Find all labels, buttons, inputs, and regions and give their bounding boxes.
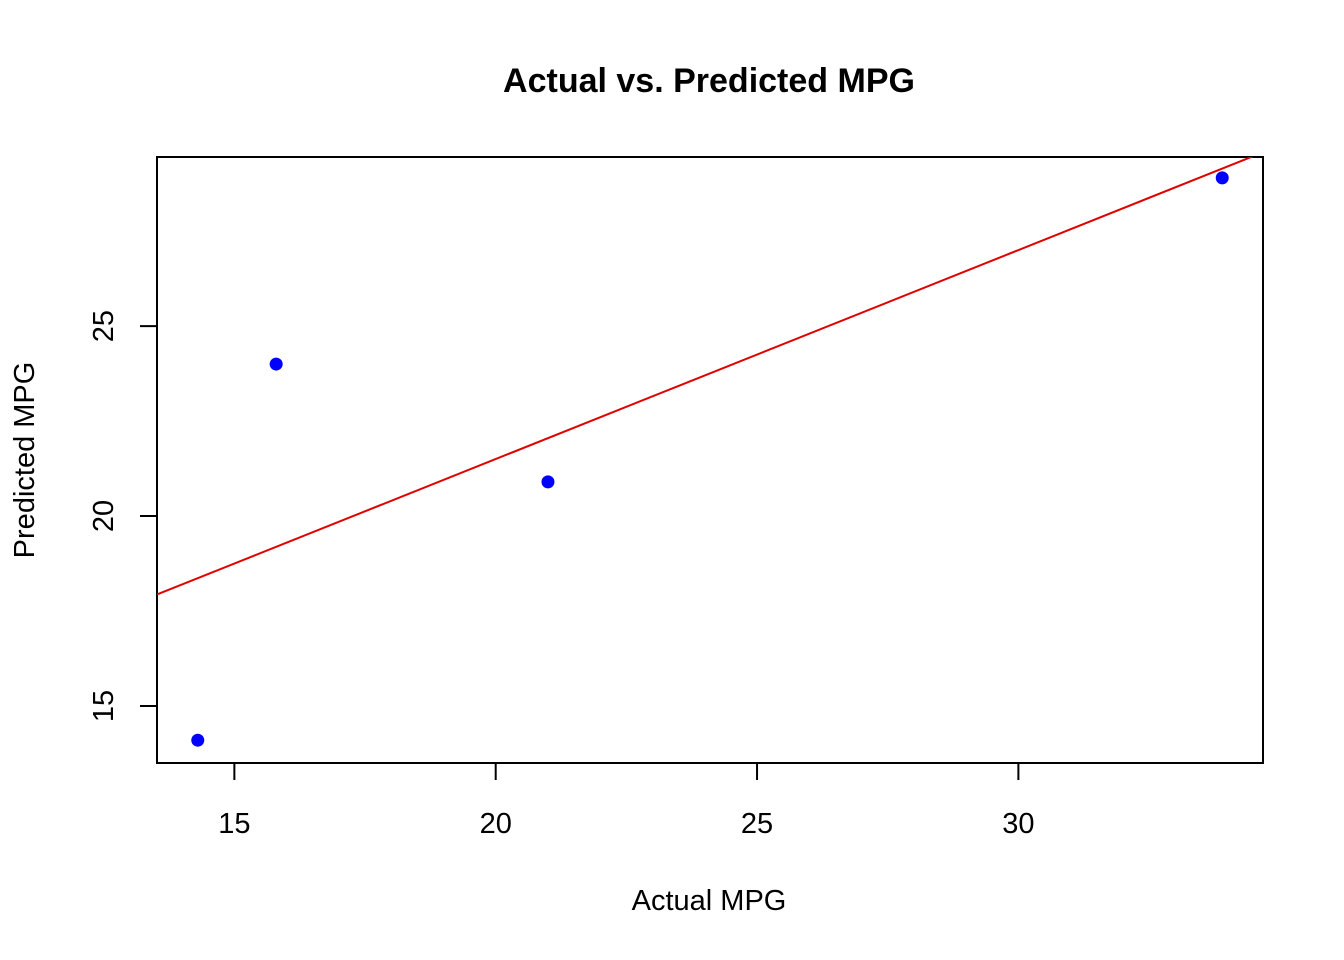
- data-point: [541, 475, 555, 489]
- regression-line: [157, 157, 1254, 596]
- y-axis-label: Predicted MPG: [9, 362, 41, 559]
- data-point: [1215, 171, 1229, 185]
- chart-title: Actual vs. Predicted MPG: [503, 62, 915, 100]
- plot-frame: [156, 156, 1264, 764]
- x-tick-label: 25: [741, 808, 773, 840]
- y-tick-label: 15: [88, 690, 120, 722]
- x-axis-label: Actual MPG: [632, 885, 787, 917]
- data-point: [191, 733, 205, 747]
- x-tick-label: 30: [1002, 808, 1034, 840]
- data-point: [269, 357, 283, 371]
- x-tick-label: 20: [480, 808, 512, 840]
- y-tick-label: 25: [88, 310, 120, 342]
- x-tick-label: 15: [218, 808, 250, 840]
- y-tick-label: 20: [88, 500, 120, 532]
